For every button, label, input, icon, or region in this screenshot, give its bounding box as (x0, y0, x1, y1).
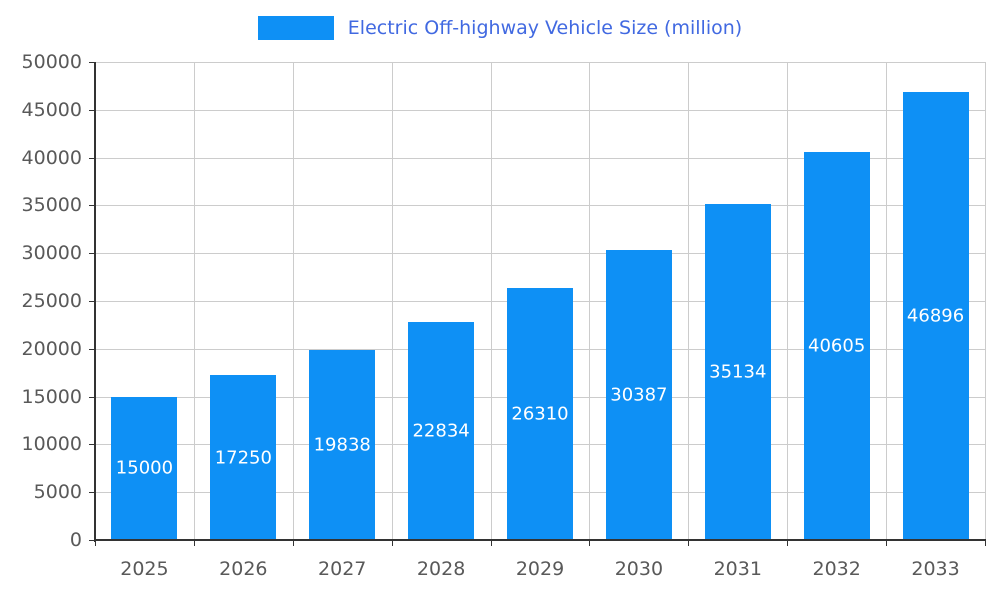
x-axis-tick (688, 540, 690, 546)
y-tick-label: 35000 (21, 194, 82, 217)
y-tick-label: 0 (69, 529, 82, 551)
x-gridline (688, 62, 690, 540)
x-gridline (391, 62, 393, 540)
x-gridline (292, 62, 294, 540)
bar-value-label: 46896 (906, 305, 965, 327)
x-axis-tick (95, 540, 96, 546)
y-tick-label: 10000 (21, 433, 82, 456)
x-gridline (193, 62, 195, 540)
x-gridline (589, 62, 591, 540)
bar (704, 204, 771, 540)
legend-label: Electric Off-highway Vehicle Size (milli… (347, 17, 743, 39)
y-axis-tick (89, 396, 95, 398)
x-tick-label: 2031 (713, 558, 762, 580)
bar (111, 396, 178, 540)
x-gridline (985, 62, 986, 540)
y-tick-label: 30000 (21, 242, 82, 265)
y-gridline (95, 109, 985, 111)
bar (902, 91, 969, 540)
y-tick-label: 40000 (21, 146, 82, 169)
legend: Electric Off-highway Vehicle Size (milli… (0, 16, 1000, 40)
bar (309, 350, 376, 540)
bar-value-label: 35134 (709, 361, 767, 383)
bar-value-label: 26310 (511, 403, 569, 425)
x-axis-line (94, 539, 986, 541)
y-axis-tick (89, 157, 95, 159)
x-axis-tick (985, 540, 986, 546)
bar (803, 151, 870, 540)
x-tick-label: 2026 (219, 558, 268, 580)
y-axis-tick (89, 301, 95, 302)
y-tick-label: 50000 (21, 51, 82, 73)
y-axis-tick (89, 348, 95, 350)
y-axis-tick (89, 109, 95, 111)
x-axis-tick (787, 540, 789, 546)
x-gridline (490, 62, 492, 540)
x-axis-tick (193, 540, 195, 546)
y-tick-label: 15000 (21, 385, 82, 408)
y-axis-tick (89, 444, 95, 446)
x-axis-tick (292, 540, 294, 546)
y-axis-tick (89, 540, 95, 541)
y-gridline (95, 157, 985, 159)
x-tick-label: 2027 (318, 558, 367, 580)
x-tick-label: 2028 (416, 558, 466, 580)
x-axis-tick (886, 540, 888, 546)
x-gridline (886, 62, 888, 540)
bar-value-label: 40605 (808, 335, 866, 357)
y-tick-label: 25000 (21, 290, 82, 312)
bar-value-label: 19838 (313, 434, 371, 456)
y-gridline (95, 62, 985, 63)
bar (507, 288, 573, 540)
bar (408, 321, 475, 540)
x-tick-label: 2025 (120, 558, 169, 580)
y-tick-label: 20000 (21, 337, 82, 360)
y-axis-tick (89, 492, 95, 494)
bar (605, 249, 672, 540)
x-tick-label: 2033 (911, 558, 960, 580)
x-tick-label: 2029 (515, 558, 565, 580)
legend-swatch (257, 16, 334, 40)
bar-value-label: 30387 (610, 384, 668, 406)
bar (210, 375, 277, 540)
bar-value-label: 15000 (115, 457, 174, 479)
bar-value-label: 17250 (214, 447, 272, 469)
y-axis-tick (89, 253, 95, 255)
y-tick-label: 5000 (33, 481, 82, 504)
x-gridline (787, 62, 789, 540)
y-gridline (95, 253, 985, 255)
y-tick-label: 45000 (21, 98, 82, 121)
y-axis-line (94, 62, 96, 542)
y-gridline (95, 205, 985, 207)
x-tick-label: 2032 (812, 558, 861, 580)
x-tick-label: 2030 (614, 558, 664, 580)
x-axis-tick (490, 540, 492, 546)
y-axis-tick (89, 205, 95, 207)
y-axis-tick (89, 62, 95, 63)
x-axis-tick (391, 540, 393, 546)
bar-value-label: 22834 (412, 420, 470, 442)
x-axis-tick (589, 540, 591, 546)
